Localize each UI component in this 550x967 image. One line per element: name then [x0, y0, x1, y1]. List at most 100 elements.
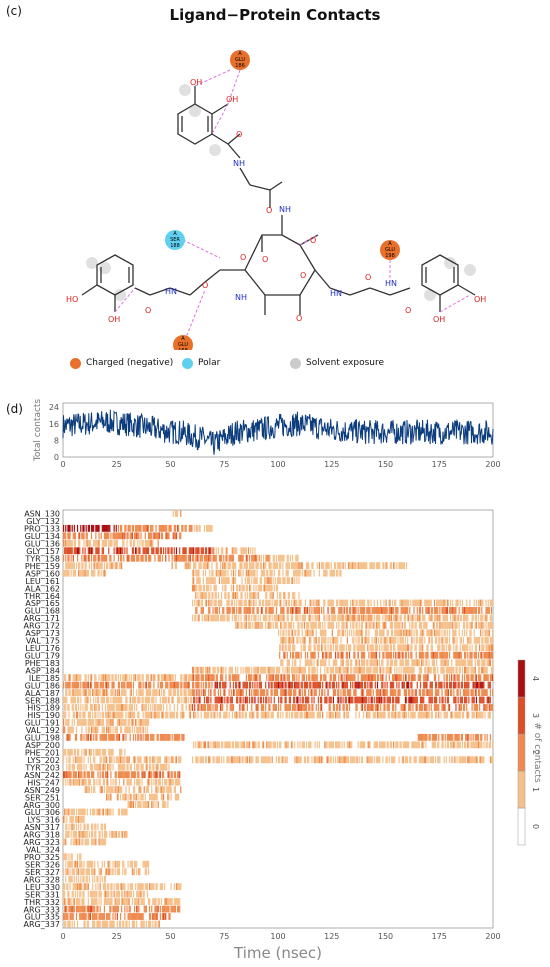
- contact-mark: [367, 756, 369, 764]
- contact-mark: [192, 599, 194, 607]
- contact-mark: [136, 554, 138, 562]
- contact-mark: [303, 607, 305, 614]
- contact-mark: [294, 756, 296, 764]
- contact-mark: [279, 681, 281, 689]
- contact-mark: [203, 741, 206, 749]
- contact-mark: [460, 681, 462, 689]
- contact-mark: [452, 607, 454, 614]
- contact-mark: [342, 681, 344, 689]
- contact-mark: [470, 607, 472, 614]
- contact-mark: [215, 547, 217, 555]
- contact-mark: [78, 771, 80, 779]
- contact-mark: [84, 704, 86, 711]
- contact-mark: [360, 636, 362, 644]
- contact-mark: [360, 614, 362, 622]
- contact-mark: [368, 599, 370, 607]
- residue-row-label: ASP_173: [25, 629, 60, 638]
- contact-mark: [285, 621, 287, 629]
- contact-mark: [388, 674, 390, 682]
- contact-mark: [386, 696, 388, 704]
- contact-mark: [219, 711, 222, 719]
- contact-mark: [351, 674, 353, 682]
- contact-mark: [154, 532, 156, 540]
- contact-mark: [156, 532, 158, 540]
- contact-mark: [361, 741, 364, 749]
- contact-mark: [386, 704, 388, 711]
- contact-mark: [310, 741, 312, 749]
- contact-mark: [110, 539, 112, 547]
- contact-mark: [212, 577, 214, 585]
- contact-mark: [235, 711, 237, 719]
- contact-mark: [118, 696, 121, 704]
- contact-mark: [147, 539, 150, 547]
- contact-mark: [139, 524, 141, 532]
- contact-mark: [156, 733, 158, 741]
- contact-mark: [404, 614, 407, 622]
- contact-mark: [460, 696, 462, 704]
- contact-mark: [74, 704, 77, 711]
- contact-mark: [130, 711, 132, 719]
- contact-mark: [321, 659, 323, 667]
- contact-mark: [401, 711, 403, 719]
- contact-mark: [332, 666, 335, 674]
- contact-mark: [107, 562, 109, 570]
- contact-mark: [482, 644, 484, 652]
- contact-mark: [213, 614, 215, 622]
- contact-mark: [398, 666, 400, 674]
- contact-mark: [314, 674, 316, 682]
- contact-mark: [462, 711, 465, 719]
- contact-mark: [452, 741, 454, 749]
- contact-mark: [481, 651, 483, 659]
- contact-mark: [490, 607, 493, 614]
- contact-mark: [451, 681, 453, 689]
- contact-mark: [391, 659, 394, 667]
- contact-mark: [215, 562, 217, 570]
- contact-mark: [273, 741, 275, 749]
- contact-mark: [139, 547, 141, 555]
- contact-mark: [202, 681, 204, 689]
- contact-mark: [450, 614, 452, 622]
- contact-mark: [398, 756, 400, 764]
- contact-mark: [351, 562, 353, 570]
- contact-mark: [361, 614, 364, 622]
- contact-mark: [305, 674, 308, 682]
- contact-mark: [185, 681, 187, 689]
- contact-mark: [399, 599, 401, 607]
- contact-mark: [118, 532, 121, 540]
- contact-mark: [371, 636, 373, 644]
- contact-mark: [381, 711, 383, 719]
- contact-mark: [272, 741, 274, 749]
- contact-mark: [115, 711, 117, 719]
- contact-mark: [230, 599, 232, 607]
- contact-mark: [147, 704, 150, 711]
- contact-mark: [376, 666, 379, 674]
- contact-mark: [297, 704, 299, 711]
- contact-mark: [428, 636, 430, 644]
- contact-mark: [244, 577, 246, 585]
- contact-mark: [285, 562, 287, 570]
- contact-mark: [309, 659, 311, 667]
- contact-mark: [364, 614, 366, 622]
- contact-mark: [377, 562, 380, 570]
- contact-mark: [69, 756, 71, 764]
- contact-mark: [255, 674, 257, 682]
- contact-mark: [197, 756, 199, 764]
- contact-mark: [298, 704, 300, 711]
- contact-mark: [294, 644, 296, 652]
- contact-mark: [160, 547, 163, 555]
- contact-mark: [137, 756, 139, 764]
- contact-mark: [308, 644, 310, 652]
- contact-mark: [150, 554, 152, 562]
- contact-mark: [228, 614, 230, 622]
- contact-mark: [110, 748, 112, 756]
- contact-mark: [462, 636, 465, 644]
- contact-mark: [255, 621, 257, 629]
- contact-mark: [143, 704, 145, 711]
- contact-mark: [233, 562, 236, 570]
- contact-mark: [74, 748, 77, 756]
- contact-mark: [201, 704, 203, 711]
- residue-row-label: HIS_189: [27, 704, 60, 713]
- contact-mark: [373, 696, 375, 704]
- contact-mark: [489, 614, 491, 622]
- contact-mark: [354, 666, 356, 674]
